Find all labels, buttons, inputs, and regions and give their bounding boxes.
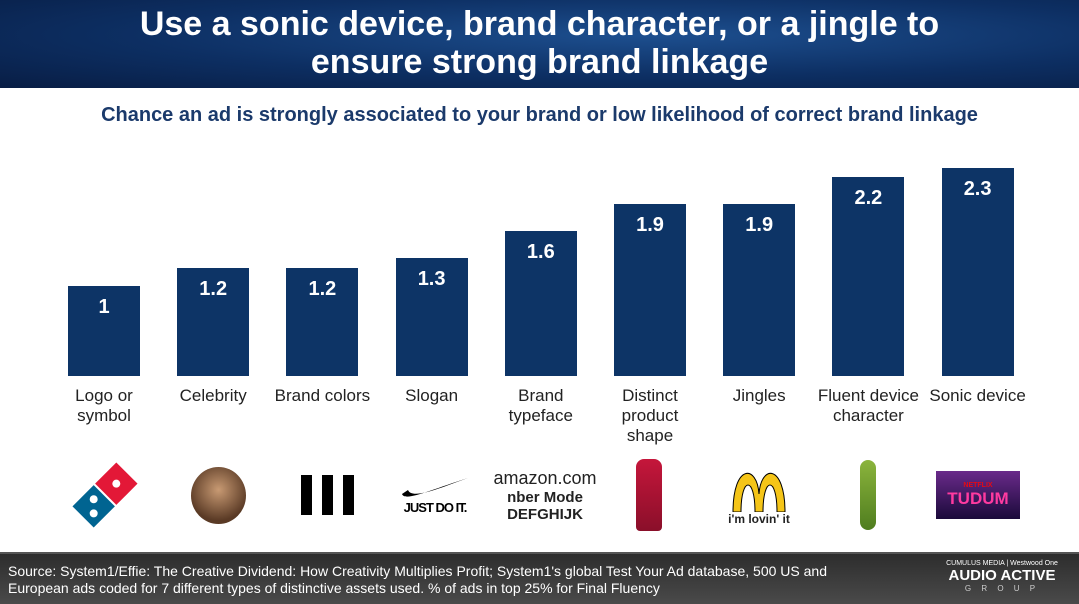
bar-chart: 1 Logo or symbol 1.2 Celebrity 1.2 Brand colo… xyxy=(0,140,1079,450)
audio-active-group-logo: CUMULUS MEDIA | Westwood One AUDIO ACTIV… xyxy=(937,560,1067,593)
netflix-text: NETFLIX xyxy=(963,481,993,489)
value-label: 2.2 xyxy=(854,187,883,210)
value-label: 1.3 xyxy=(417,268,446,291)
chart-title: Chance an ad is strongly associated to y… xyxy=(101,104,978,126)
category-label: Brand colors xyxy=(274,386,371,405)
typeface-sample-icon: amazon.com nber Mode DEFGHIJK xyxy=(490,455,600,535)
bar-4 xyxy=(504,231,577,376)
category-label: Slogan xyxy=(405,386,459,405)
slide-title: Use a sonic device, brand character, or … xyxy=(0,0,1079,88)
mcdonalds-logo-icon: i'm lovin' it xyxy=(709,455,809,535)
tudum-text: TUDUM xyxy=(947,488,1009,508)
category-label: Logo or symbol xyxy=(75,386,133,425)
mcdonalds-slogan: i'm lovin' it xyxy=(728,512,790,526)
brand-colors-bars-icon xyxy=(277,455,377,535)
bar-5 xyxy=(614,204,686,376)
amazon-text: amazon.com xyxy=(493,467,597,488)
category-label: Celebrity xyxy=(179,386,247,405)
value-label: 1.9 xyxy=(636,214,664,237)
category-label: Distinct product shape xyxy=(621,386,679,445)
nike-slogan: JUST DO IT. xyxy=(403,499,468,515)
value-label: 1.2 xyxy=(308,277,337,300)
bar-1 xyxy=(177,267,250,376)
title-line-2: ensure strong brand linkage xyxy=(310,43,769,81)
value-label: 1.2 xyxy=(199,277,228,300)
value-label: 2.3 xyxy=(963,178,992,201)
ocean-spray-bottle-icon xyxy=(599,455,699,535)
bar-6 xyxy=(723,204,796,376)
netflix-tudum-icon: NETFLIX TUDUM xyxy=(928,455,1028,535)
bar-3 xyxy=(395,258,468,376)
source-note: Source: System1/Effie: The Creative Divi… xyxy=(8,563,827,596)
category-label: Sonic device xyxy=(929,386,1026,405)
brand-main: AUDIO ACTIVE xyxy=(948,567,1056,584)
bar-2 xyxy=(286,267,359,376)
dominos-logo-icon xyxy=(55,455,155,535)
bar-7 xyxy=(832,177,905,376)
title-line-1: Use a sonic device, brand character, or … xyxy=(139,5,940,43)
value-label: 1.6 xyxy=(526,241,555,264)
bar-0 xyxy=(68,285,140,376)
value-label: 1.9 xyxy=(745,214,774,237)
typeface-line-1: nber Mode xyxy=(507,488,583,506)
brand-top: CUMULUS MEDIA | Westwood One xyxy=(946,560,1058,567)
category-label: Brand typeface xyxy=(508,386,573,425)
category-label: Jingles xyxy=(732,386,786,405)
category-label: Fluent device character xyxy=(817,386,919,425)
brand-sub: G R O U P xyxy=(964,584,1040,593)
nike-logo-icon: JUST DO IT. xyxy=(385,455,485,535)
typeface-line-2: DEFGHIJK xyxy=(507,505,583,523)
celebrity-photo-icon xyxy=(168,455,268,535)
footer: Source: System1/Effie: The Creative Divi… xyxy=(0,552,1079,604)
gecko-character-icon xyxy=(818,455,918,535)
bar-8 xyxy=(941,168,1014,376)
value-label: 1 xyxy=(98,295,110,318)
